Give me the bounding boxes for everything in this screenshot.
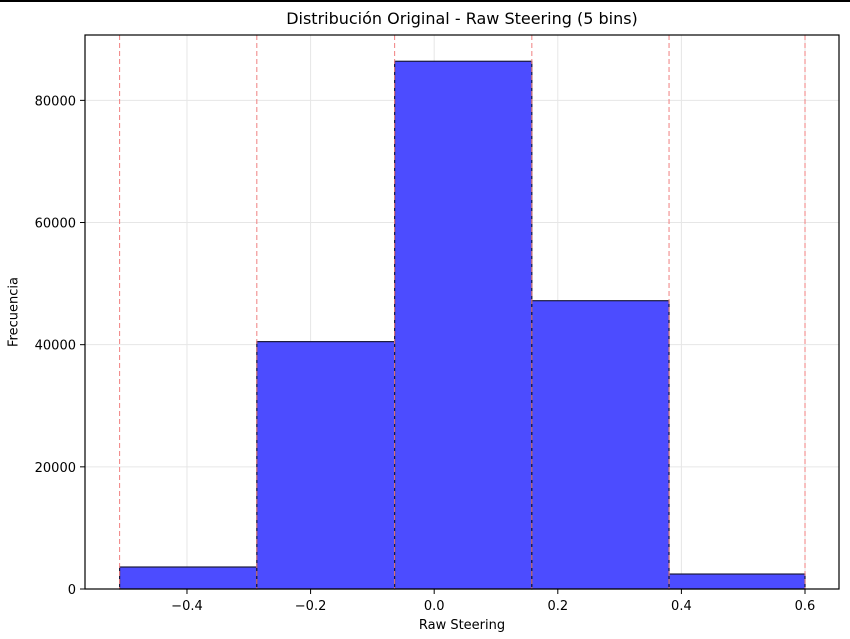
x-tick-label: 0.6 bbox=[795, 599, 816, 614]
y-tick-label: 40000 bbox=[35, 339, 76, 354]
x-tick-label: −0.2 bbox=[295, 599, 327, 614]
y-tick-label: 60000 bbox=[35, 217, 76, 232]
y-tick-label: 0 bbox=[68, 583, 76, 598]
x-axis-label: Raw Steering bbox=[418, 618, 506, 633]
histogram-bar bbox=[531, 300, 670, 590]
y-tick-label: 20000 bbox=[35, 461, 76, 476]
chart-title: Distribución Original - Raw Steering (5 … bbox=[286, 9, 638, 28]
histogram-bar bbox=[256, 341, 396, 590]
x-tick-label: 0.2 bbox=[547, 599, 568, 614]
x-tick-label: −0.4 bbox=[171, 599, 203, 614]
axes-frame bbox=[84, 34, 840, 590]
histogram-bar bbox=[668, 573, 806, 590]
top-border-rule bbox=[0, 0, 850, 2]
y-axis-ticks: 0 20000 40000 60000 80000 bbox=[35, 94, 85, 598]
x-tick-label: 0.0 bbox=[424, 599, 445, 614]
x-tick-label: 0.4 bbox=[671, 599, 692, 614]
histogram-bar bbox=[394, 60, 533, 590]
histogram-bars bbox=[119, 60, 806, 590]
bin-edge-lines bbox=[119, 35, 806, 589]
histogram-bar bbox=[119, 566, 258, 590]
y-tick-label: 80000 bbox=[35, 94, 76, 109]
x-axis-ticks: −0.4 −0.2 0.0 0.2 0.4 0.6 bbox=[171, 589, 815, 614]
